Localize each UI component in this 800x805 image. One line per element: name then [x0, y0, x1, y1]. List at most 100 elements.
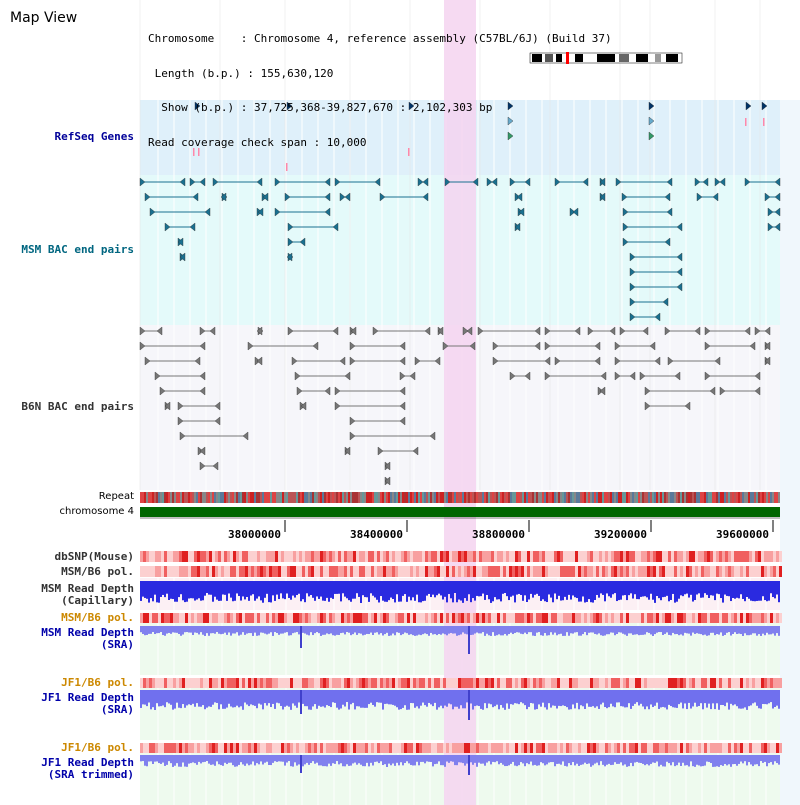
depth-bar	[422, 581, 424, 602]
repeat-block	[442, 492, 444, 503]
heat-cell	[140, 566, 143, 577]
depth-bar	[432, 755, 434, 767]
depth-bar	[478, 755, 480, 763]
msm-capillary-depth-label: MSM Read Depth (Capillary)	[41, 582, 134, 607]
depth-bar	[522, 626, 524, 635]
depth-bar	[294, 626, 296, 633]
refseq-track-label[interactable]: RefSeq Genes	[54, 130, 134, 143]
refseq-genes-track[interactable]	[193, 101, 768, 171]
depth-bar	[168, 581, 170, 600]
heat-cell	[494, 743, 497, 753]
heat-cell	[344, 678, 347, 688]
depth-bar	[692, 626, 694, 633]
msm-bac-pair-end	[344, 192, 351, 202]
depth-bar	[522, 581, 524, 601]
heat-cell	[635, 613, 638, 623]
heat-cell	[491, 743, 494, 753]
heat-cell	[188, 566, 191, 577]
depth-bar	[258, 626, 260, 636]
depth-bar	[636, 581, 638, 600]
heat-cell	[425, 566, 428, 577]
repeat-block	[674, 492, 676, 503]
heat-cell	[464, 613, 467, 623]
depth-bar	[374, 755, 376, 762]
repeat-block	[666, 492, 668, 503]
depth-bar	[388, 626, 390, 636]
depth-bar	[462, 755, 464, 764]
heat-cell	[170, 566, 173, 577]
repeat-block	[364, 492, 366, 503]
heat-cell	[191, 743, 194, 753]
b6n-bac-track-label[interactable]: B6N BAC end pairs	[21, 400, 134, 413]
depth-bar	[284, 626, 286, 633]
heat-cell	[287, 566, 290, 577]
heat-cell	[608, 551, 611, 562]
heat-cell	[728, 566, 731, 577]
depth-bar	[170, 581, 172, 599]
b6n-bac-pair-end	[654, 356, 661, 366]
heat-cell	[251, 566, 254, 577]
repeat-block	[194, 492, 196, 503]
depth-bar	[298, 581, 300, 594]
b6n-bac-pair-end	[642, 326, 649, 336]
heat-cell	[440, 566, 443, 577]
heat-cell	[308, 613, 311, 623]
heat-cell	[311, 566, 314, 577]
heat-cell	[491, 566, 494, 577]
msm-bac-pair-end	[676, 252, 683, 262]
heat-cell	[221, 566, 224, 577]
heat-cell	[290, 678, 293, 688]
depth-bar	[472, 690, 474, 710]
repeat-block	[282, 492, 284, 503]
depth-bar	[458, 690, 460, 709]
b6n-bac-track[interactable]	[139, 326, 771, 486]
read-depth-tracks[interactable]	[140, 581, 780, 775]
msm-bac-pair-end	[286, 252, 293, 262]
repeat-track[interactable]	[140, 492, 780, 503]
depth-bar	[368, 755, 370, 767]
heat-cell	[302, 566, 305, 577]
depth-bar	[348, 690, 350, 710]
heatmap-tracks[interactable]	[140, 551, 782, 753]
heat-cell	[311, 551, 314, 562]
heat-cell	[779, 678, 782, 688]
depth-bar	[284, 755, 286, 766]
depth-bar	[764, 626, 766, 636]
depth-bar	[544, 755, 546, 766]
depth-bar	[418, 755, 420, 766]
msm-bac-pair-start	[554, 177, 561, 187]
heat-cell	[581, 678, 584, 688]
depth-bar	[322, 626, 324, 635]
depth-bar	[698, 755, 700, 766]
depth-bar	[702, 626, 704, 636]
depth-bar	[514, 755, 516, 766]
chromosome-ideogram[interactable]	[529, 52, 683, 64]
heat-cell	[776, 678, 779, 688]
depth-bar	[434, 755, 436, 765]
depth-bar	[184, 626, 186, 633]
heat-cell	[422, 613, 425, 623]
depth-bar	[682, 626, 684, 636]
repeat-block	[264, 492, 266, 503]
heat-cell	[209, 566, 212, 577]
msm-bac-track-label[interactable]: MSM BAC end pairs	[21, 243, 134, 256]
heat-cell	[164, 613, 167, 623]
depth-bar	[700, 755, 702, 767]
depth-bar	[342, 626, 344, 633]
depth-bar	[338, 626, 340, 635]
depth-bar	[594, 755, 596, 764]
depth-bar	[220, 581, 222, 601]
depth-bar	[580, 626, 582, 636]
heat-cell	[779, 551, 782, 562]
depth-bar	[322, 690, 324, 707]
depth-bar	[326, 690, 328, 706]
msm-bac-track[interactable]	[139, 177, 781, 322]
heat-cell	[542, 743, 545, 753]
depth-bar	[732, 581, 734, 598]
depth-bar	[656, 690, 658, 703]
depth-bar	[362, 626, 364, 636]
depth-bar	[688, 755, 690, 767]
depth-bar	[608, 690, 610, 708]
depth-bar	[238, 581, 240, 597]
